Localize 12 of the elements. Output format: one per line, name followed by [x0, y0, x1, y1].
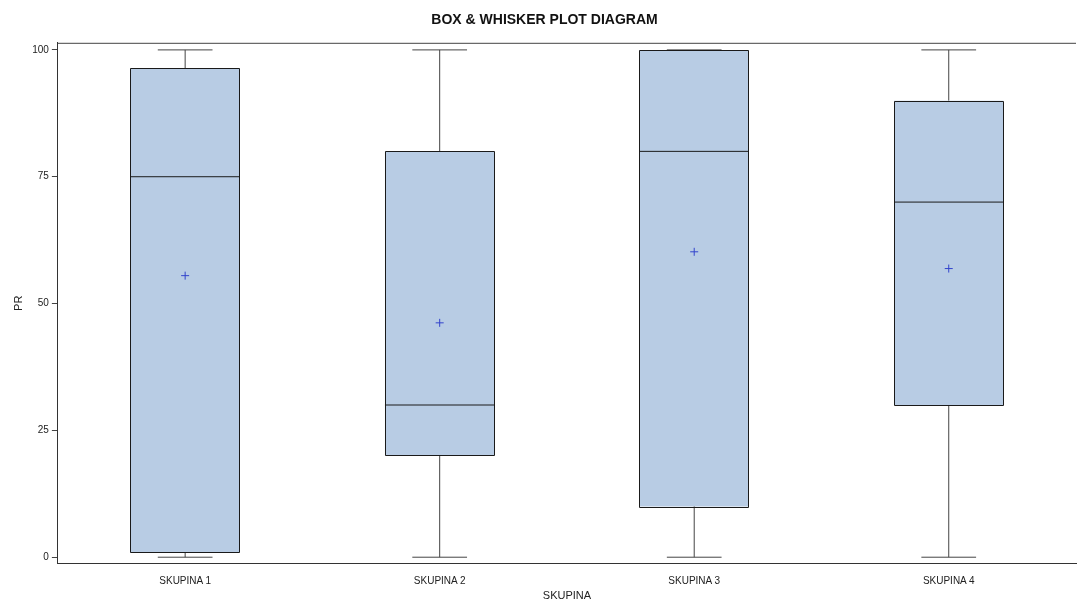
y-tick-label: 50	[37, 297, 50, 309]
y-tick-label: 75	[37, 170, 50, 182]
y-axis-title: PR	[11, 295, 24, 311]
x-tick-label: SKUPINA 2	[413, 574, 466, 586]
y-tick-label: 25	[37, 424, 50, 436]
x-tick-label: SKUPINA 3	[668, 574, 721, 586]
x-axis-title: SKUPINA	[542, 589, 592, 602]
chart-title: BOX & WHISKER PLOT DIAGRAM	[431, 11, 658, 28]
y-tick-label: 0	[43, 550, 50, 562]
y-tick-label: 100	[32, 43, 50, 55]
x-tick-label: SKUPINA 1	[159, 574, 212, 586]
x-tick-label: SKUPINA 4	[922, 574, 976, 586]
